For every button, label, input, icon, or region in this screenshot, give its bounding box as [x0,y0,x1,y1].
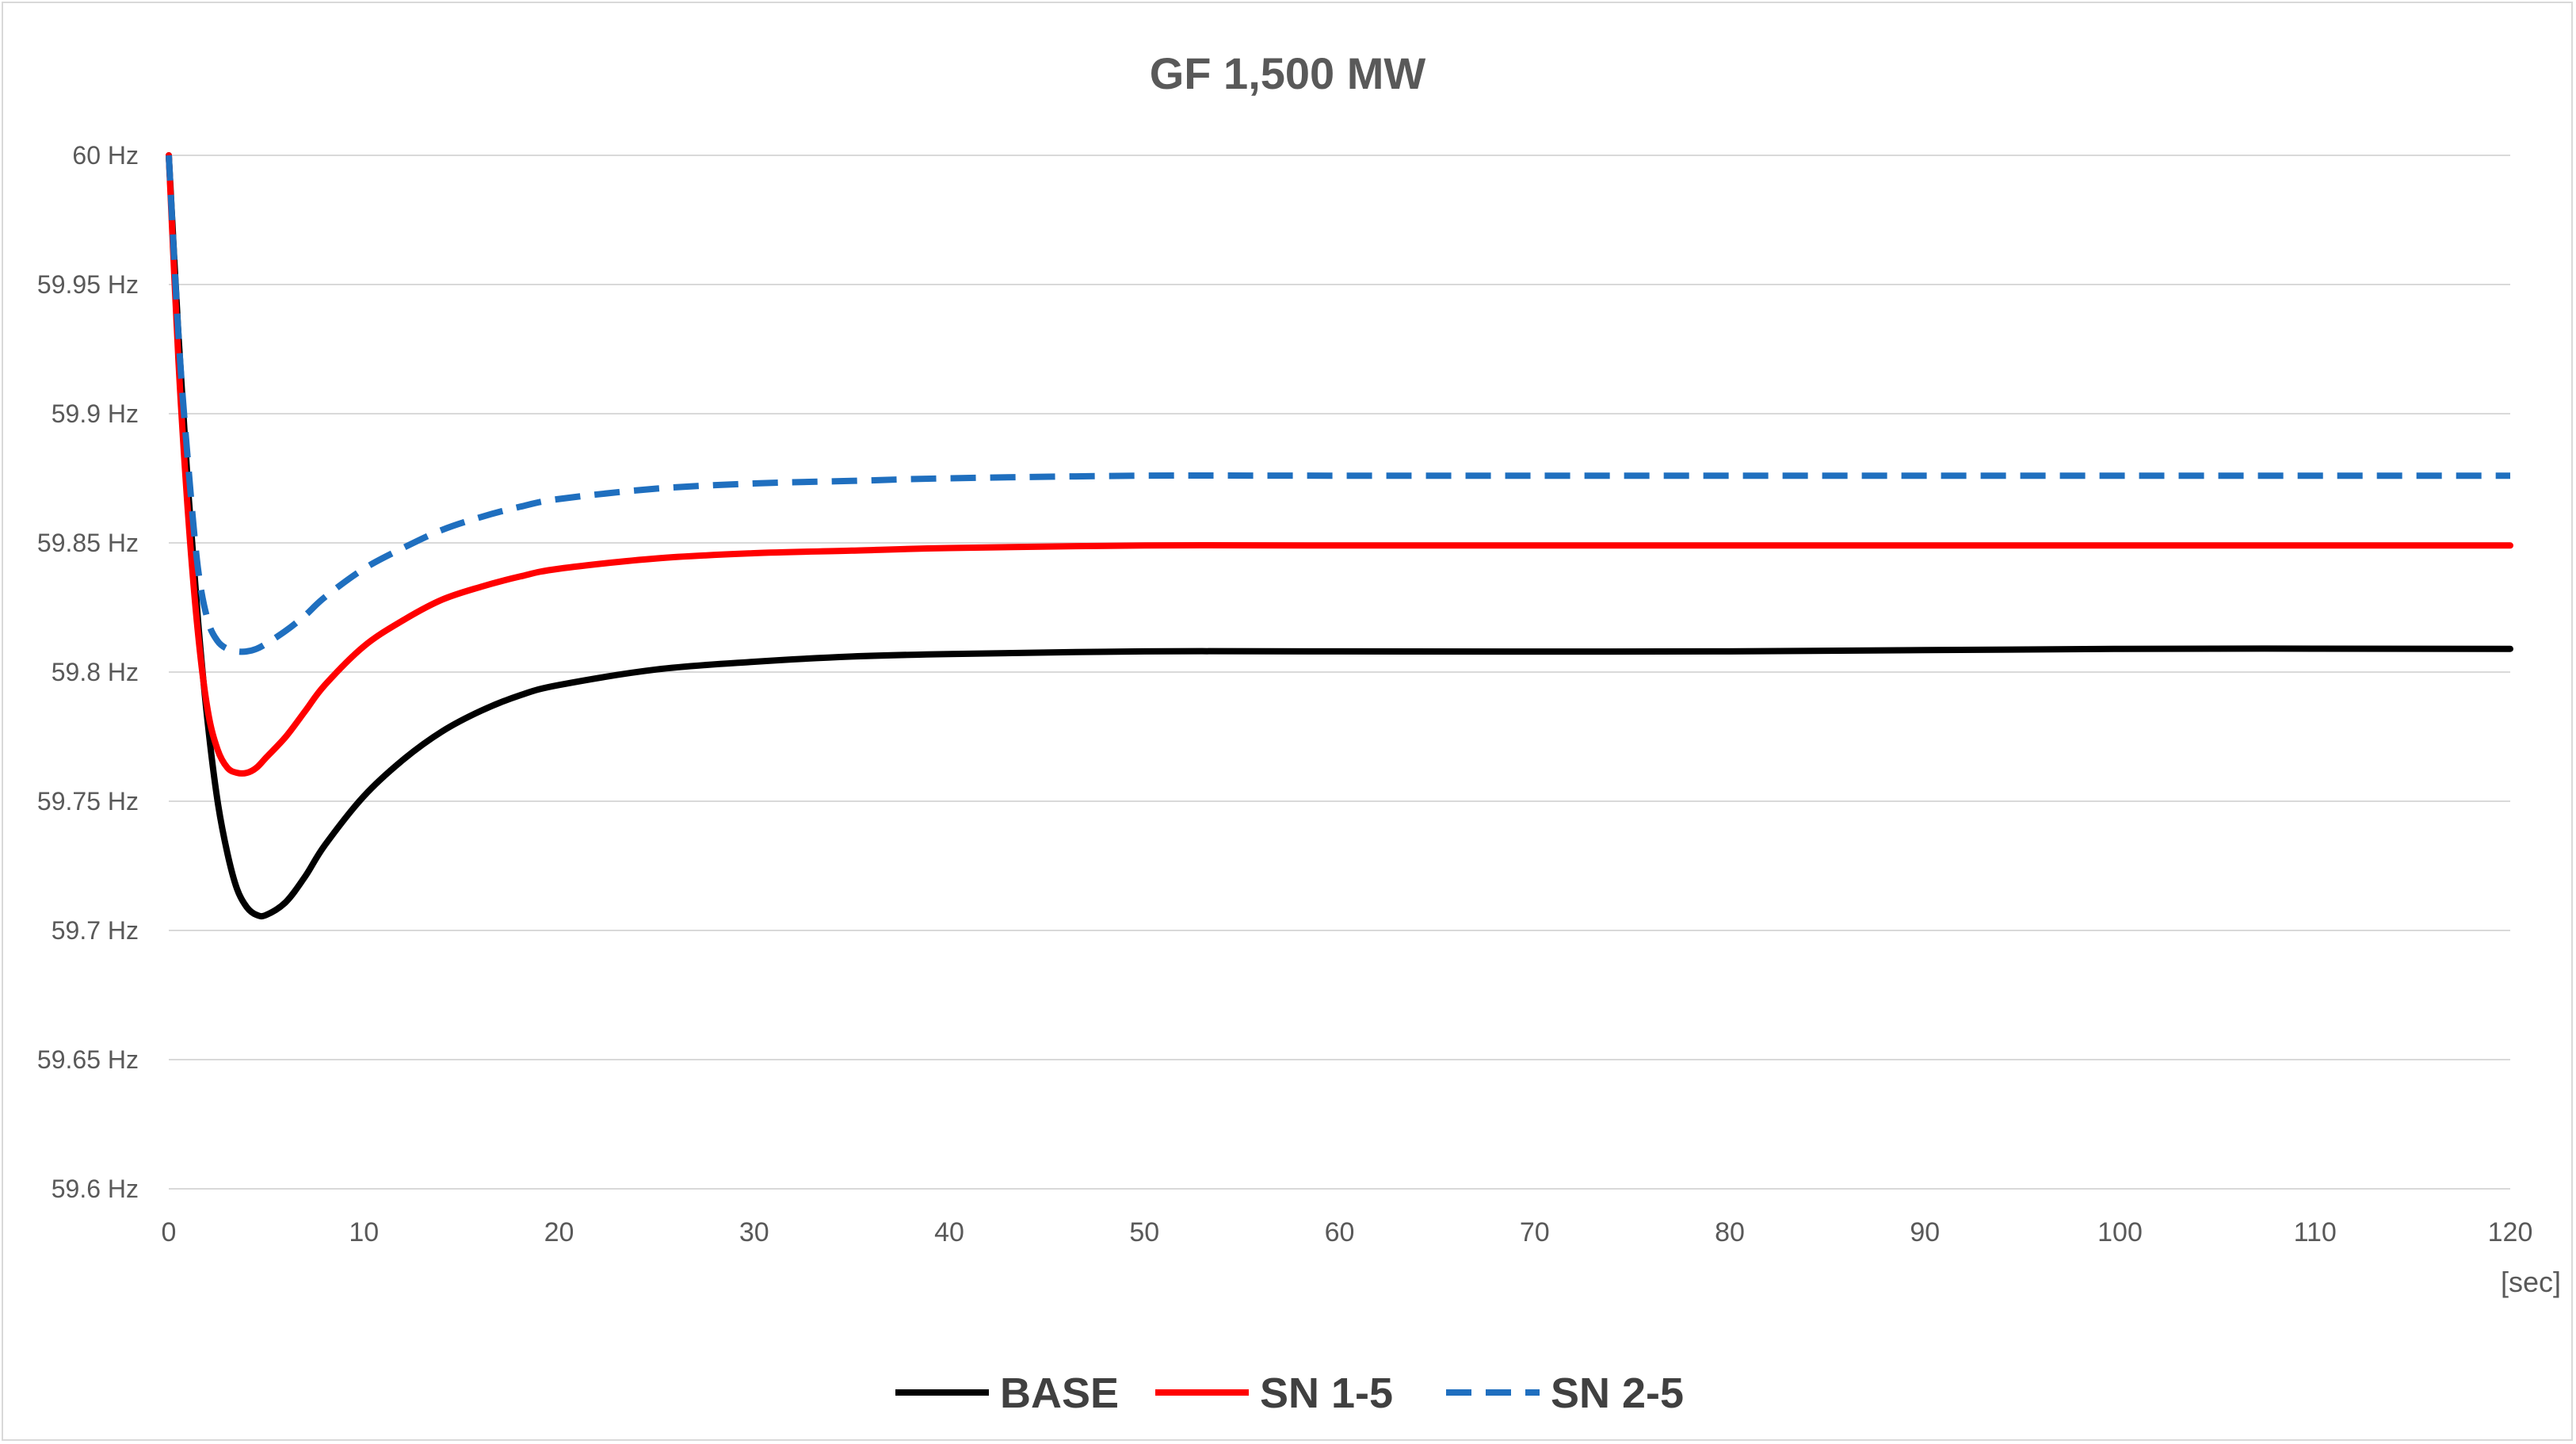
legend-label: SN 2-5 [1551,1370,1684,1417]
x-tick-label: 100 [2097,1217,2143,1247]
y-tick-label: 59.85 Hz [37,529,139,557]
chart-title: GF 1,500 MW [1150,48,1426,98]
x-tick-label: 0 [162,1217,177,1247]
x-tick-label: 60 [1325,1217,1355,1247]
y-tick-label: 59.9 Hz [52,399,139,428]
y-axis-ticks: 60 Hz 59.95 Hz 59.9 Hz 59.85 Hz 59.8 Hz 59.75… [37,141,139,1203]
x-axis-unit-label: [sec] [2501,1266,2561,1298]
x-tick-label: 30 [739,1217,769,1247]
y-tick-label: 60 Hz [72,141,139,170]
series-line-sn-2-5 [166,155,2510,655]
y-tick-label: 59.65 Hz [37,1045,139,1074]
series-line-base [166,152,2513,920]
y-tick-label: 59.6 Hz [52,1175,139,1203]
x-tick-label: 80 [1715,1217,1745,1247]
x-tick-label: 120 [2488,1217,2533,1247]
y-tick-label: 59.75 Hz [37,787,139,816]
x-axis-ticks: 0 10 20 30 40 50 60 70 80 90 100 110 120 [162,1217,2533,1247]
x-tick-label: 40 [934,1217,964,1247]
x-tick-label: 20 [544,1217,574,1247]
x-tick-label: 10 [349,1217,379,1247]
x-tick-label: 90 [1910,1217,1940,1247]
x-tick-label: 50 [1129,1217,1159,1247]
y-tick-label: 59.8 Hz [52,658,139,686]
y-tick-label: 59.7 Hz [52,916,139,945]
gridlines [169,155,2510,1190]
x-tick-label: 110 [2294,1217,2337,1247]
legend-label: BASE [1000,1370,1119,1417]
legend-label: SN 1-5 [1260,1370,1393,1417]
series-lines [166,152,2513,920]
y-tick-label: 59.95 Hz [37,270,139,299]
x-tick-label: 70 [1520,1217,1550,1247]
series-line-sn-1-5 [166,152,2513,777]
legend: BASE SN 1-5 SN 2-5 [895,1370,1684,1417]
